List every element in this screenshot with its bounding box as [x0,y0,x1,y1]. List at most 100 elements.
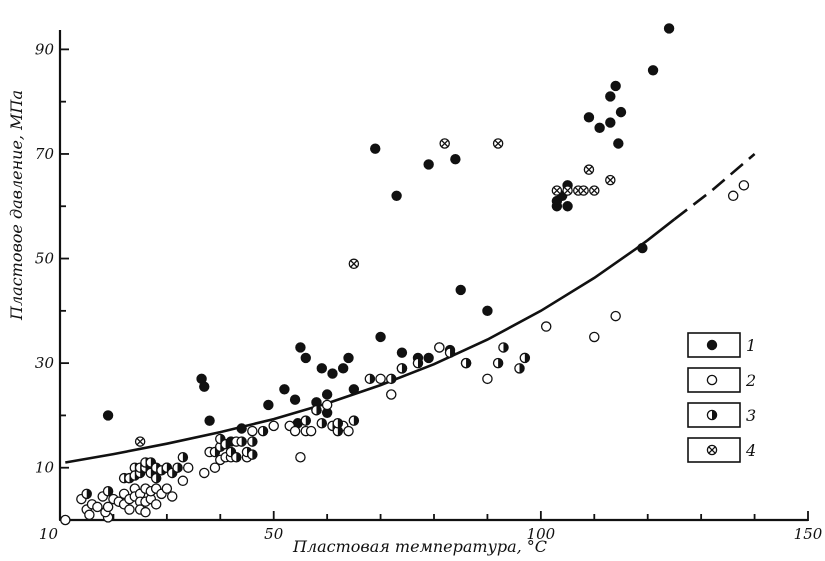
data-point-series-1 [343,352,354,364]
data-point-series-3 [444,347,456,358]
y-tick-label: 70 [35,145,55,163]
data-points [60,23,750,526]
data-point-series-3 [492,357,504,369]
data-point-series-2 [247,425,258,437]
data-point-series-1 [102,410,114,421]
y-axis-title: Пластовое давление, МПа [7,90,26,321]
data-point-series-3 [150,472,162,484]
data-point-series-2 [60,514,71,526]
trend-curve-solid [65,218,676,464]
data-point-series-2 [738,180,750,191]
data-point-series-3 [396,363,408,374]
legend-label: 3 [746,406,756,425]
data-point-series-1 [610,80,621,92]
x-axis-title: Пластовая температура, °С [292,537,547,556]
data-point-series-3 [412,357,424,369]
data-point-series-2 [727,190,739,202]
data-point-series-3 [514,363,525,374]
data-point-series-2 [375,373,386,385]
ticks: 10 30 50 70 90 10 50 100 150 [35,40,823,543]
data-point-series-1 [637,242,648,254]
x-tick-label: 10 [39,525,59,543]
data-point-series-1 [663,23,675,34]
data-point-series-3 [102,485,114,497]
data-point-series-2 [305,425,317,437]
data-point-series-1 [236,423,247,434]
data-point-series-2 [589,331,600,343]
data-point-series-2 [434,342,445,353]
legend-marker [706,409,718,421]
data-point-series-4 [134,436,146,447]
data-point-series-1 [316,363,327,374]
data-point-series-3 [257,425,269,437]
data-point-series-4 [605,174,616,186]
data-point-series-1 [204,415,215,426]
data-point-series-1 [455,284,466,296]
data-point-series-1 [562,201,573,212]
data-point-series-2 [177,475,189,487]
data-point-series-4 [562,185,573,196]
data-point-series-1 [423,159,434,170]
data-point-series-1 [321,389,333,400]
data-point-series-2 [343,425,354,437]
trend-curve-dashed [673,153,756,221]
data-point-series-1 [482,305,493,317]
data-point-series-2 [268,420,279,432]
x-tick-label: 50 [264,525,284,543]
data-point-series-1 [594,122,605,134]
data-point-series-4 [578,185,589,196]
data-point-series-3 [236,436,247,447]
data-point-series-1 [300,352,311,364]
data-point-series-1 [605,117,616,128]
x-tick-label: 150 [794,525,823,543]
data-point-series-3 [231,451,242,463]
data-point-series-3 [247,449,258,460]
legend: 1 2 3 4 [687,332,756,463]
data-point-series-2 [209,462,221,473]
data-point-series-2 [540,321,552,332]
y-tick-label: 30 [35,354,55,372]
data-point-series-1 [423,352,434,364]
y-tick-label: 90 [35,40,55,58]
legend-box [687,367,741,393]
data-point-series-2 [199,467,210,479]
data-point-series-4 [583,164,595,175]
data-point-series-3 [247,436,258,447]
data-point-series-3 [498,342,509,353]
trend-curve [65,153,756,464]
data-point-series-3 [364,373,376,385]
data-point-series-4 [492,138,504,149]
data-point-series-2 [84,509,95,521]
data-point-series-1 [450,153,461,165]
data-point-series-4 [589,185,600,196]
legend-label: 4 [745,441,756,460]
data-point-series-3 [460,357,472,369]
x-tick-label: 100 [527,525,556,543]
data-point-series-3 [386,373,397,385]
data-point-series-3 [220,438,231,450]
data-point-series-3 [300,415,312,426]
data-point-series-3 [177,451,189,463]
data-point-series-2 [140,506,151,518]
data-point-series-3 [311,404,322,416]
data-point-series-3 [316,418,328,429]
data-point-series-2 [321,399,333,411]
data-point-series-1 [337,363,349,374]
data-point-series-2 [161,483,173,494]
data-point-series-1 [279,384,290,395]
data-point-series-2 [386,389,397,400]
legend-item-4: 4 [687,437,756,463]
legend-label: 1 [746,336,756,355]
data-point-series-1 [289,394,301,405]
legend-item-2: 2 [687,367,756,393]
data-point-series-3 [348,415,360,426]
data-point-series-2 [610,310,621,322]
data-point-series-1 [295,342,306,353]
data-point-series-1 [263,399,274,411]
data-point-series-1 [396,347,408,358]
data-point-series-1 [647,65,659,76]
data-point-series-3 [519,352,531,364]
legend-item-1: 1 [687,332,756,358]
data-point-series-2 [182,462,194,473]
